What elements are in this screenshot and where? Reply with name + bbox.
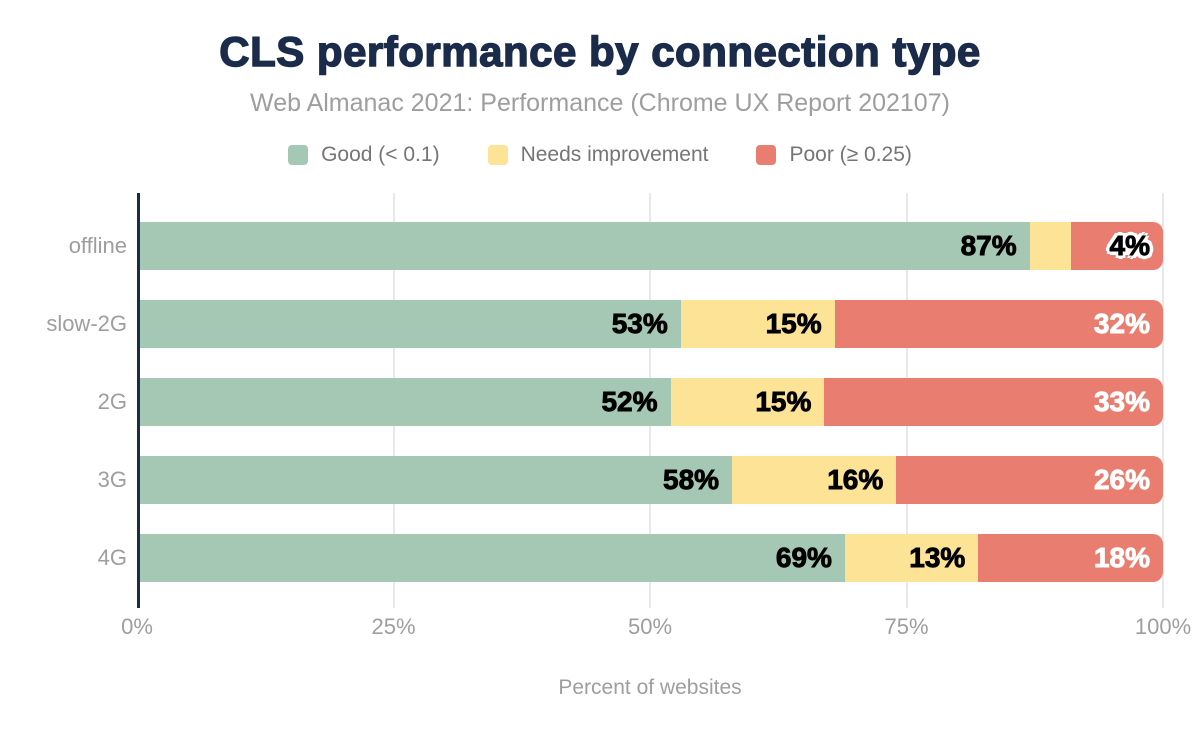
bar-segment-needs_improvement: 13%: [844, 534, 979, 582]
bar-segment-needs_improvement: 15%: [680, 300, 835, 348]
gridline-100: [1162, 193, 1164, 608]
bar-row-4G: 69% 13% 18%: [137, 534, 1163, 582]
legend-swatch-poor: [756, 145, 777, 165]
y-axis-label-3G: 3G: [97, 467, 127, 492]
legend-item-needs_improvement: Needs improvement: [487, 143, 709, 167]
y-axis-label-offline: offline: [68, 233, 127, 258]
bar-segment-good: 53%: [137, 300, 681, 348]
bar-segment-good: 87%: [137, 222, 1030, 270]
bar-value-label: 87%: [960, 230, 1017, 262]
plot-area: Percent of websites 0% 25% 50% 75% 100% 87% 4%…: [121, 193, 1191, 699]
bar-value-label: 58%: [663, 464, 720, 496]
bar-segment-poor: 18%: [978, 534, 1163, 582]
legend-label: Good (< 0.1): [321, 143, 440, 166]
legend-swatch-good: [288, 145, 309, 165]
x-axis-title: Percent of websites: [558, 676, 742, 699]
x-axis-tick-25: 25%: [371, 614, 416, 639]
bar-value-label: 15%: [755, 386, 812, 418]
x-axis-tick-100: 100%: [1134, 614, 1192, 639]
bar-segment-needs_improvement: [1029, 222, 1071, 270]
bar-segment-poor: 32%: [834, 300, 1163, 348]
x-axis-tick-0: 0%: [121, 614, 153, 639]
bar-row-slow-2G: 53% 15% 32%: [137, 300, 1163, 348]
bar-segment-poor: 26%: [896, 456, 1163, 504]
bar-value-label: 52%: [601, 386, 658, 418]
bar-value-label: 32%: [1093, 308, 1150, 340]
legend-label: Poor (≥ 0.25): [789, 143, 912, 166]
bar-row-2G: 52% 15% 33%: [137, 378, 1163, 426]
bar-value-label: 33%: [1093, 386, 1150, 418]
bar-segment-needs_improvement: 15%: [670, 378, 825, 426]
bar-segment-good: 58%: [137, 456, 733, 504]
bar-value-label: 15%: [765, 308, 822, 340]
legend-label: Needs improvement: [520, 143, 709, 166]
chart-subtitle: Web Almanac 2021: Performance (Chrome UX…: [250, 89, 950, 117]
bar-segment-poor: 33%: [824, 378, 1163, 426]
bar-value-label: 69%: [775, 542, 832, 574]
y-axis-line: [137, 193, 140, 608]
bar-value-label: 26%: [1093, 464, 1150, 496]
bar-value-label: 4%: [1109, 230, 1150, 262]
legend-swatch-needs_improvement: [487, 145, 508, 165]
bar-value-label: 53%: [611, 308, 668, 340]
chart-title: CLS performance by connection type: [219, 27, 981, 75]
bar-row-offline: 87% 4%: [137, 222, 1163, 270]
legend-item-good: Good (< 0.1): [288, 143, 440, 167]
bar-row-3G: 58% 16% 26%: [137, 456, 1163, 504]
bar-segment-needs_improvement: 16%: [732, 456, 897, 504]
legend-item-poor: Poor (≥ 0.25): [756, 143, 912, 167]
legend: Good (< 0.1) Needs improvement Poor (≥ 0.2…: [0, 143, 1200, 167]
bar-value-label: 13%: [909, 542, 966, 574]
x-axis-tick-75: 75%: [884, 614, 929, 639]
x-axis-tick-50: 50%: [627, 614, 673, 639]
y-axis-label-slow-2G: slow-2G: [46, 311, 127, 336]
bar-value-label: 16%: [827, 464, 884, 496]
y-axis-labels: offline slow-2G 2G 3G 4G: [0, 193, 127, 608]
bar-segment-good: 52%: [137, 378, 671, 426]
y-axis-label-4G: 4G: [97, 545, 127, 570]
bar-value-label: 18%: [1093, 542, 1150, 574]
bar-segment-poor: 4%: [1070, 222, 1163, 270]
bar-segment-good: 69%: [137, 534, 845, 582]
y-axis-label-2G: 2G: [97, 389, 127, 414]
